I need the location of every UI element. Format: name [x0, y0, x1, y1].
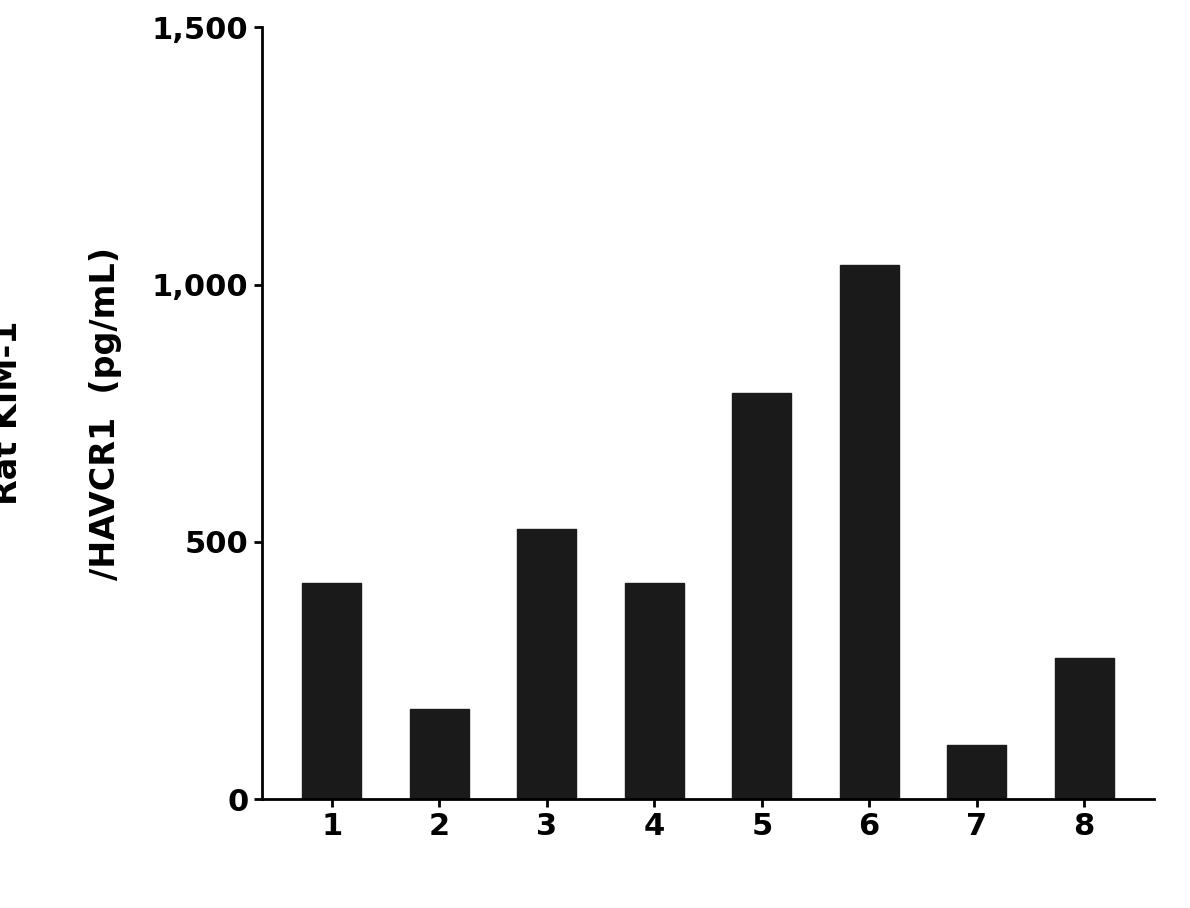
Bar: [1054, 657, 1114, 799]
Bar: [518, 528, 576, 799]
Bar: [302, 583, 362, 799]
Bar: [947, 745, 1007, 799]
Bar: [625, 583, 684, 799]
Text: Rat KIM-1: Rat KIM-1: [0, 321, 24, 506]
Bar: [840, 265, 898, 799]
Bar: [409, 709, 469, 799]
Bar: [732, 392, 791, 799]
Text: /HAVCR1  (pg/mL): /HAVCR1 (pg/mL): [89, 247, 123, 579]
